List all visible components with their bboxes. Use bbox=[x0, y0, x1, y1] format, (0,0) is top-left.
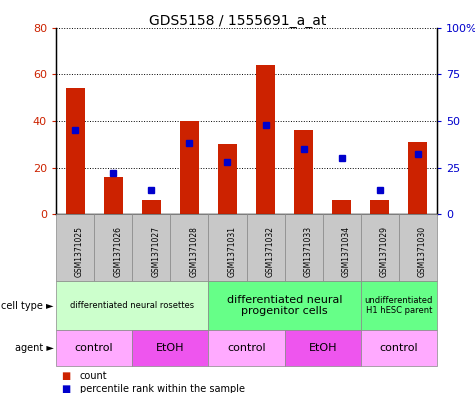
Text: control: control bbox=[75, 343, 114, 353]
Text: GSM1371034: GSM1371034 bbox=[342, 226, 351, 277]
Bar bbox=[66, 88, 85, 214]
Text: agent ►: agent ► bbox=[15, 343, 54, 353]
Text: percentile rank within the sample: percentile rank within the sample bbox=[80, 384, 245, 393]
Bar bbox=[408, 142, 428, 214]
Text: GSM1371025: GSM1371025 bbox=[75, 226, 84, 277]
Text: cell type ►: cell type ► bbox=[1, 301, 54, 310]
Text: GSM1371031: GSM1371031 bbox=[228, 226, 237, 277]
Text: undifferentiated
H1 hESC parent: undifferentiated H1 hESC parent bbox=[365, 296, 433, 315]
Bar bbox=[294, 130, 313, 214]
Text: GSM1371026: GSM1371026 bbox=[113, 226, 122, 277]
Bar bbox=[256, 65, 275, 214]
Bar bbox=[142, 200, 161, 214]
Text: count: count bbox=[80, 371, 107, 381]
Bar bbox=[180, 121, 199, 214]
Text: GSM1371029: GSM1371029 bbox=[380, 226, 389, 277]
Text: GSM1371027: GSM1371027 bbox=[151, 226, 160, 277]
Text: GSM1371033: GSM1371033 bbox=[304, 226, 313, 277]
Text: EtOH: EtOH bbox=[156, 343, 185, 353]
Text: EtOH: EtOH bbox=[308, 343, 337, 353]
Text: ■: ■ bbox=[61, 371, 70, 381]
Text: control: control bbox=[380, 343, 418, 353]
Bar bbox=[218, 144, 237, 214]
Text: GDS5158 / 1555691_a_at: GDS5158 / 1555691_a_at bbox=[149, 14, 326, 28]
Bar bbox=[370, 200, 389, 214]
Text: differentiated neural
progenitor cells: differentiated neural progenitor cells bbox=[227, 295, 342, 316]
Text: GSM1371030: GSM1371030 bbox=[418, 226, 427, 277]
Bar bbox=[332, 200, 352, 214]
Text: differentiated neural rosettes: differentiated neural rosettes bbox=[70, 301, 194, 310]
Text: control: control bbox=[227, 343, 266, 353]
Text: ■: ■ bbox=[61, 384, 70, 393]
Text: GSM1371028: GSM1371028 bbox=[190, 226, 199, 277]
Bar bbox=[104, 177, 123, 214]
Text: GSM1371032: GSM1371032 bbox=[266, 226, 275, 277]
